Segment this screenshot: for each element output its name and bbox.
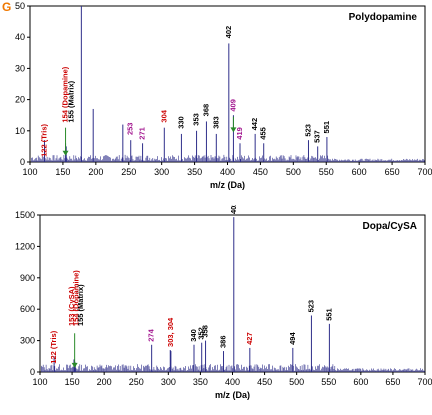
y-tick-label: 1200 — [15, 241, 35, 251]
x-tick-label: 500 — [289, 377, 304, 387]
x-tick-label: 450 — [253, 167, 268, 177]
peak-label: 274 — [147, 328, 156, 341]
peak-label: 155 (Matrix) — [66, 80, 75, 122]
x-tick-label: 650 — [385, 167, 400, 177]
peak-label: 523 — [303, 124, 312, 137]
peak-label: 442 — [250, 118, 259, 131]
peak-label: 304 — [159, 109, 168, 122]
x-tick-label: 300 — [154, 167, 169, 177]
y-tick-label: 300 — [20, 336, 35, 346]
plot-frame — [39, 214, 426, 373]
x-tick-label: 300 — [161, 377, 176, 387]
peak-label: 153 (CySA) — [67, 286, 76, 326]
x-tick-label: 550 — [321, 377, 336, 387]
chart-title: Dopa/CySA — [363, 221, 417, 232]
x-tick-label: 400 — [220, 167, 235, 177]
marker-arrowhead — [230, 127, 237, 133]
x-tick-label: 500 — [286, 167, 301, 177]
peak-label: 383 — [211, 116, 220, 129]
peak-label: 551 — [322, 121, 331, 134]
peak-label: 271 — [138, 127, 147, 140]
x-tick-label: 700 — [417, 377, 432, 387]
y-tick-label: 30 — [15, 63, 25, 73]
y-tick-label: 20 — [15, 95, 25, 105]
peak-label: 154 (Dopamine) — [72, 270, 81, 326]
peak-label: 537 — [313, 130, 322, 143]
spectrum-noise — [41, 364, 425, 372]
x-tick-label: 100 — [32, 377, 47, 387]
x-tick-label: 200 — [88, 167, 103, 177]
x-tick-label: 600 — [352, 167, 367, 177]
y-tick-label: 40 — [15, 32, 25, 42]
peak-label: 455 — [259, 127, 268, 140]
spectrum-noise — [31, 154, 425, 162]
x-tick-label: 250 — [129, 377, 144, 387]
peak-label: 155 (Matrix) — [76, 284, 85, 326]
peak-label: 402 — [229, 205, 238, 214]
peak-label: 358 — [201, 325, 210, 338]
peak-label: 494 — [288, 332, 297, 345]
peak-label: 368 — [201, 104, 210, 117]
x-tick-label: 150 — [55, 167, 70, 177]
peak-label: 386 — [219, 336, 228, 349]
x-tick-label: 100 — [22, 167, 37, 177]
peak-label: 154 (Dopamine) — [61, 66, 70, 122]
x-axis-label: m/z (Da) — [210, 180, 245, 190]
x-tick-label: 550 — [319, 167, 334, 177]
y-tick-label: 1500 — [15, 210, 35, 220]
y-tick-label: 900 — [20, 273, 35, 283]
peak-label: 340 — [189, 329, 198, 342]
x-tick-label: 650 — [385, 377, 400, 387]
chart-polydopamine: 100 150 200 250 300 350 400 450 500 550 600 650 700 0… — [15, 1, 432, 190]
x-tick-label: 700 — [417, 167, 432, 177]
x-tick-label: 600 — [353, 377, 368, 387]
peak-label: 353 — [192, 113, 201, 126]
peak-label: 303, 304 — [166, 317, 175, 347]
marker-arrowhead — [62, 150, 69, 156]
y-tick-label: 50 — [15, 1, 25, 11]
x-tick-label: 350 — [193, 377, 208, 387]
x-tick-label: 350 — [187, 167, 202, 177]
peak-label: 409 — [228, 99, 237, 112]
x-tick-label: 400 — [225, 377, 240, 387]
peak-label: 330 — [176, 116, 185, 129]
peak-label: 253 — [126, 123, 135, 136]
marker-arrowhead — [71, 362, 78, 368]
y-tick-label: 600 — [20, 304, 35, 314]
x-tick-label: 200 — [97, 377, 112, 387]
peak-label: 122 (Tris) — [49, 330, 58, 363]
panel-letter: G — [2, 0, 12, 14]
y-tick-label: 0 — [20, 157, 25, 167]
peak-label: 523 — [306, 300, 315, 313]
y-tick-label: 0 — [30, 367, 35, 377]
peak-label: 551 — [324, 308, 333, 321]
chart-dopa-cysa: 100 150 200 250 300 350 400 450 500 550 600 650 700 0… — [15, 205, 432, 400]
x-tick-label: 250 — [121, 167, 136, 177]
x-tick-label: 150 — [65, 377, 80, 387]
y-tick-label: 10 — [15, 126, 25, 136]
peak-label: 402 — [224, 26, 233, 39]
peak-label: 352 — [197, 327, 206, 340]
peak-label: 419 — [235, 127, 244, 140]
chart-title: Polydopamine — [349, 12, 418, 23]
peak-label: 122 (Tris) — [39, 123, 48, 156]
x-tick-label: 450 — [257, 377, 272, 387]
peak-label: 427 — [245, 332, 254, 345]
x-axis-label: m/z (Da) — [215, 390, 250, 400]
